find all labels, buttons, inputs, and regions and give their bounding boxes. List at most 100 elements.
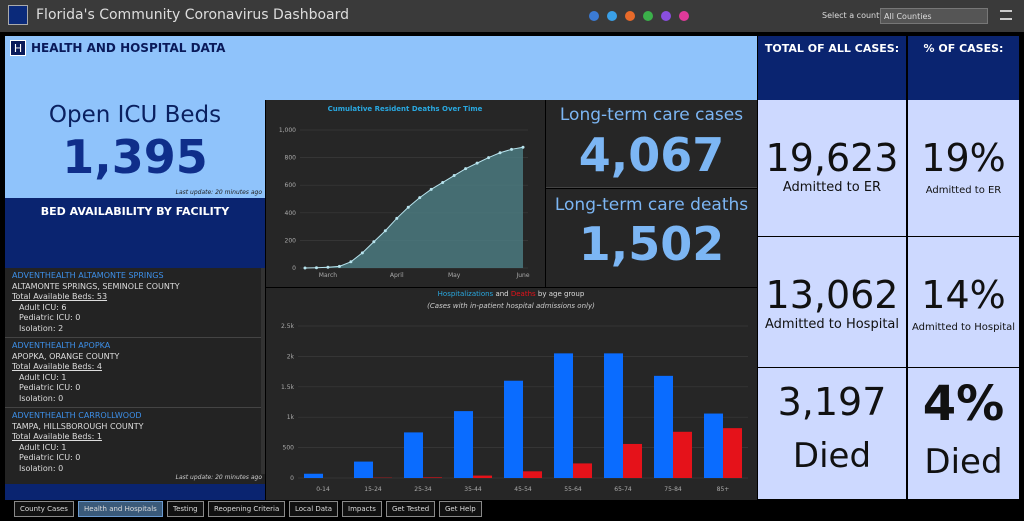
- bar: [623, 443, 642, 478]
- total-card: 13,062 Admitted to Hospital: [758, 237, 906, 367]
- percent-value: 4%: [922, 376, 1005, 432]
- total-label: Died: [792, 436, 872, 476]
- bar: [554, 353, 573, 478]
- total-card: 19,623 Admitted to ER: [758, 100, 906, 236]
- icu-value: 1,395: [62, 130, 208, 184]
- total-value: 3,197: [777, 380, 887, 424]
- y-tick-label: 2k: [287, 353, 295, 360]
- facility-name: ADVENTHEALTH APOPKA: [12, 341, 111, 350]
- share-icon[interactable]: [625, 11, 635, 21]
- x-tick-label: 25-34: [414, 486, 432, 493]
- tab[interactable]: Reopening Criteria: [208, 501, 286, 517]
- facility-list: ADVENTHEALTH ALTAMONTE SPRINGS ALTAMONTE …: [5, 268, 261, 474]
- beds-update: Last update: 20 minutes ago: [5, 474, 265, 484]
- facility-adult: Adult ICU: 1: [19, 372, 67, 382]
- point: [383, 229, 387, 233]
- ltc-deaths-panel: Long-term care deaths 1,502: [546, 189, 757, 287]
- facility-pediatric: Pediatric ICU: 0: [19, 313, 81, 322]
- bar: [354, 461, 373, 478]
- facility[interactable]: ADVENTHEALTH APOPKA APOPKA, ORANGE COUNTY…: [5, 338, 261, 408]
- facility-pediatric: Pediatric ICU: 0: [19, 453, 81, 462]
- x-tick-label: 35-44: [464, 486, 482, 493]
- bar: [404, 432, 423, 478]
- share-icon[interactable]: [643, 11, 653, 21]
- percent-label: Admitted to Hospital: [911, 322, 1016, 333]
- point: [326, 265, 330, 269]
- county-select[interactable]: All Counties: [880, 8, 988, 24]
- chart-title: Hospitalizations and Deaths by age group: [438, 290, 585, 298]
- x-tick-label: 55-64: [564, 486, 582, 493]
- y-tick-label: 1k: [287, 414, 295, 421]
- tab[interactable]: Get Tested: [386, 501, 436, 517]
- facility-adult: Adult ICU: 1: [19, 442, 67, 452]
- point: [429, 187, 433, 191]
- bar: [504, 380, 523, 478]
- menu-button[interactable]: [1000, 10, 1012, 20]
- facility[interactable]: ADVENTHEALTH CARROLLWOOD TAMPA, HILLSBORO…: [5, 408, 261, 474]
- point: [452, 174, 456, 178]
- tab[interactable]: Get Help: [439, 501, 482, 517]
- bar: [723, 428, 742, 478]
- x-tick-label: 75-84: [664, 486, 682, 493]
- totals-header: TOTAL OF ALL CASES:: [758, 36, 906, 100]
- bar: [704, 413, 723, 478]
- y-tick-label: 0: [292, 265, 296, 272]
- point: [418, 196, 422, 200]
- facility[interactable]: ADVENTHEALTH ALTAMONTE SPRINGS ALTAMONTE …: [5, 268, 261, 338]
- x-tick-label: 45-54: [514, 486, 532, 493]
- facility-pediatric: Pediatric ICU: 0: [19, 383, 81, 392]
- y-tick-label: 2.5k: [281, 323, 295, 330]
- icu-update: Last update: 20 minutes ago: [175, 189, 262, 196]
- facility-isolation: Isolation: 0: [19, 463, 64, 473]
- ltc-cases-label: Long-term care cases: [559, 105, 744, 125]
- beds-footer: [5, 484, 265, 500]
- share-icon[interactable]: [589, 11, 599, 21]
- y-tick-label: 1,000: [279, 127, 296, 134]
- x-tick-label: 65-74: [614, 486, 632, 493]
- ltc-cases-value: 4,067: [578, 128, 725, 182]
- y-tick-label: 600: [285, 182, 297, 189]
- x-tick-label: 15-24: [364, 486, 382, 493]
- share-icon[interactable]: [607, 11, 617, 21]
- tab[interactable]: County Cases: [14, 501, 74, 517]
- icu-panel: Open ICU Beds 1,395 Last update: 20 minu…: [5, 100, 265, 198]
- point: [303, 266, 307, 270]
- tab[interactable]: Impacts: [342, 501, 382, 517]
- tab[interactable]: Local Data: [289, 501, 339, 517]
- y-tick-label: 400: [285, 210, 297, 217]
- share-icon[interactable]: [661, 11, 671, 21]
- beds-header: BED AVAILABILITY BY FACILITY: [5, 198, 265, 268]
- facility-isolation: Isolation: 2: [19, 323, 64, 333]
- ltc-cases-panel: Long-term care cases 4,067: [546, 100, 757, 188]
- point: [521, 145, 525, 149]
- chart-title: Cumulative Resident Deaths Over Time: [328, 105, 483, 113]
- facility-name: ADVENTHEALTH ALTAMONTE SPRINGS: [12, 271, 164, 280]
- point: [372, 240, 376, 244]
- percent-value: 19%: [921, 136, 1006, 180]
- total-label: Admitted to Hospital: [765, 317, 899, 332]
- tab[interactable]: Testing: [167, 501, 204, 517]
- total-value: 13,062: [765, 273, 899, 317]
- title-part: by age group: [538, 290, 585, 298]
- facility-total: Total Available Beds: 53: [12, 292, 108, 301]
- point: [360, 251, 364, 255]
- scrollbar: [261, 268, 265, 474]
- app-title: Florida's Community Coronavirus Dashboar…: [36, 7, 349, 23]
- bar: [604, 353, 623, 478]
- facility-isolation: Isolation: 0: [19, 393, 64, 403]
- bar: [473, 475, 492, 478]
- facility-total: Total Available Beds: 1: [12, 432, 102, 441]
- tab[interactable]: Health and Hospitals: [78, 501, 163, 517]
- point: [510, 147, 514, 151]
- percent-card: 4% Died: [908, 368, 1019, 499]
- share-icon[interactable]: [679, 11, 689, 21]
- x-tick-label: March: [319, 272, 337, 279]
- line: [304, 146, 524, 269]
- y-tick-label: 200: [285, 237, 297, 244]
- percents-header: % OF CASES:: [908, 36, 1019, 100]
- x-tick-label: 0-14: [316, 486, 330, 493]
- y-tick-label: 1.5k: [281, 384, 295, 391]
- point: [314, 266, 318, 270]
- point: [441, 180, 445, 184]
